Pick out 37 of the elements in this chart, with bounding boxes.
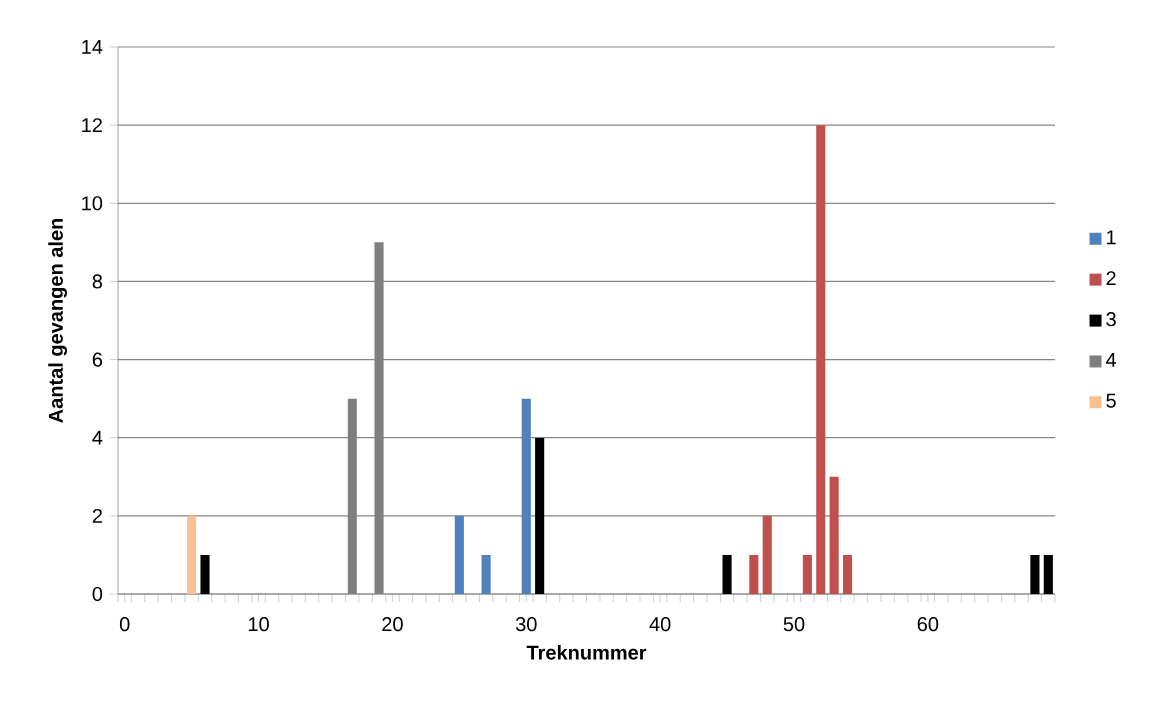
legend-label: 3 [1106,312,1116,327]
bar [816,125,826,594]
bar [829,476,839,594]
x-tick-label: 40 [649,617,671,632]
bar [481,554,491,594]
legend-label: 4 [1105,353,1117,367]
y-axis-title: Aantal gevangen alen [48,218,67,423]
y-tick-label: 8 [92,274,103,289]
bar [187,515,197,594]
bar [200,554,210,594]
y-tick-label: 4 [92,430,103,445]
x-tick-label: 0 [119,617,130,632]
bar [1030,554,1040,594]
bar [535,437,545,594]
bar [454,515,464,594]
y-tick-label: 6 [92,352,103,367]
bar [842,554,853,594]
y-tick-label: 2 [92,508,102,523]
x-tick-label: 20 [382,617,403,632]
bar [762,515,772,594]
y-tick-label: 0 [92,586,103,602]
x-axis-title: Treknummer [526,644,647,660]
x-tick-label: 60 [917,617,939,632]
x-tick-label: 10 [248,617,269,632]
x-tick-label: 50 [783,617,805,632]
legend-label: 1 [1107,230,1116,245]
legend-label: 5 [1106,393,1116,408]
x-tick-label: 30 [515,617,537,632]
bar [802,554,812,594]
bar [722,554,732,594]
y-tick-label: 10 [82,196,103,211]
legend-label: 2 [1106,271,1116,286]
bar [521,398,531,594]
y-tick-label: 14 [82,40,103,54]
y-tick-label: 12 [82,118,102,133]
bar [1043,554,1053,594]
bar [749,554,759,594]
